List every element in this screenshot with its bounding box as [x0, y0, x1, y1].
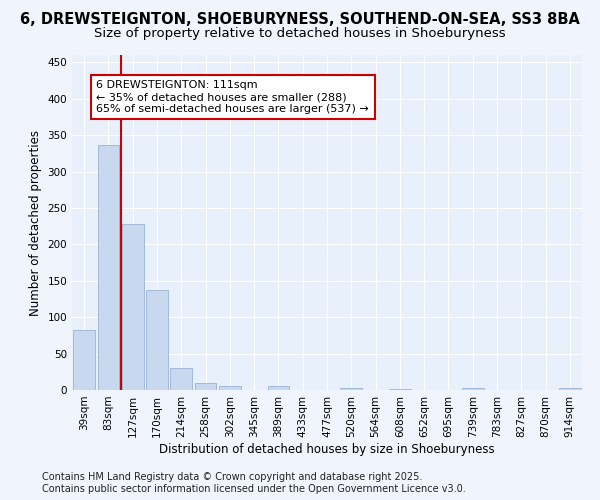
Bar — [194, 382, 217, 390]
Bar — [122, 224, 143, 390]
Text: 6, DREWSTEIGNTON, SHOEBURYNESS, SOUTHEND-ON-SEA, SS3 8BA: 6, DREWSTEIGNTON, SHOEBURYNESS, SOUTHEND… — [20, 12, 580, 28]
Bar — [340, 388, 362, 390]
Bar — [97, 144, 119, 390]
Text: Size of property relative to detached houses in Shoeburyness: Size of property relative to detached ho… — [94, 28, 506, 40]
Text: 6 DREWSTEIGNTON: 111sqm
← 35% of detached houses are smaller (288)
65% of semi-d: 6 DREWSTEIGNTON: 111sqm ← 35% of detache… — [96, 80, 369, 114]
X-axis label: Distribution of detached houses by size in Shoeburyness: Distribution of detached houses by size … — [159, 442, 495, 456]
Bar — [462, 388, 484, 390]
Text: Contains HM Land Registry data © Crown copyright and database right 2025.
Contai: Contains HM Land Registry data © Crown c… — [42, 472, 466, 494]
Bar — [559, 388, 581, 390]
Bar — [146, 290, 168, 390]
Y-axis label: Number of detached properties: Number of detached properties — [29, 130, 42, 316]
Bar — [389, 388, 411, 390]
Bar — [170, 368, 192, 390]
Bar — [268, 386, 289, 390]
Bar — [219, 386, 241, 390]
Bar — [73, 330, 95, 390]
